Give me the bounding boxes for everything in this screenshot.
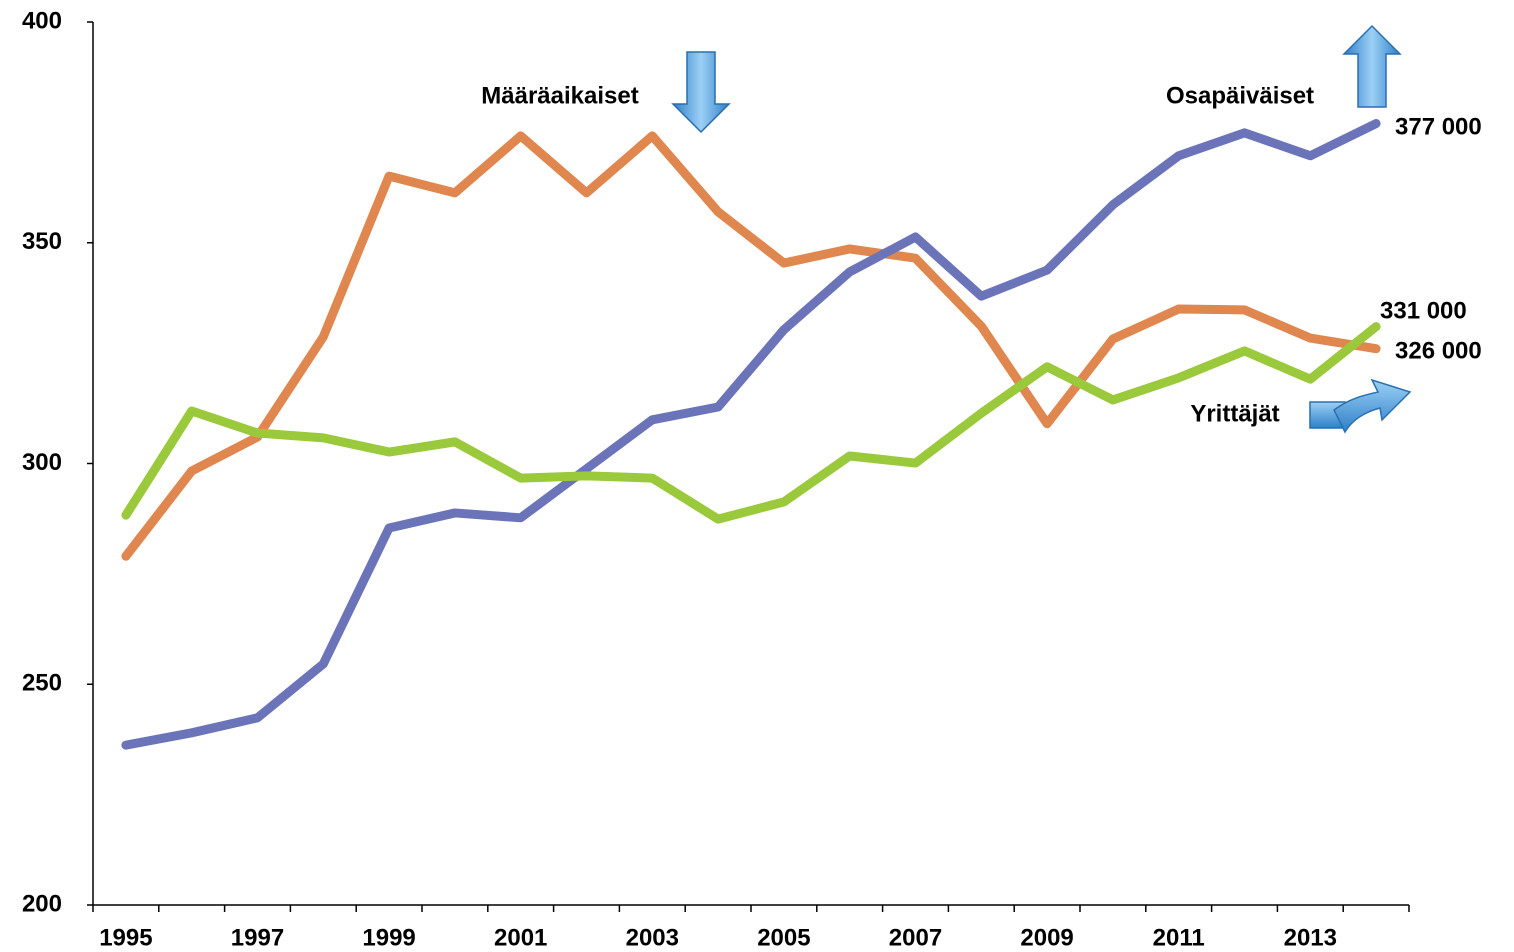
y-tick-label: 400 xyxy=(22,7,62,34)
x-tick-label: 2013 xyxy=(1284,924,1337,951)
x-tick-label: 2007 xyxy=(889,924,942,951)
value-label: 331 000 xyxy=(1380,297,1467,324)
x-tick-label: 2011 xyxy=(1153,924,1205,951)
up-arrow xyxy=(1342,24,1402,108)
series-line xyxy=(121,322,1381,524)
x-tick-label: 1999 xyxy=(362,924,415,951)
y-tick-label: 300 xyxy=(22,449,62,476)
x-tick-label: 2001 xyxy=(494,924,547,951)
down-arrow xyxy=(671,51,731,134)
value-label: 377 000 xyxy=(1395,113,1482,140)
y-tick-label: 250 xyxy=(22,670,62,697)
x-tick-label: 2003 xyxy=(626,924,679,951)
series-line xyxy=(121,131,1381,561)
x-tick-label: 1995 xyxy=(99,924,152,951)
series-label: Määräaikaiset xyxy=(481,82,638,109)
series-line xyxy=(121,119,1381,750)
series-label: Yrittäjät xyxy=(1190,400,1279,427)
series-label: Osapäiväiset xyxy=(1166,82,1314,109)
x-tick-label: 2005 xyxy=(757,924,810,951)
right-arrow xyxy=(1333,378,1412,434)
y-tick-label: 350 xyxy=(22,228,62,255)
x-tick-label: 2009 xyxy=(1020,924,1073,951)
x-tick-label: 1997 xyxy=(231,924,284,951)
y-tick-label: 200 xyxy=(22,890,62,917)
value-label: 326 000 xyxy=(1395,337,1482,364)
